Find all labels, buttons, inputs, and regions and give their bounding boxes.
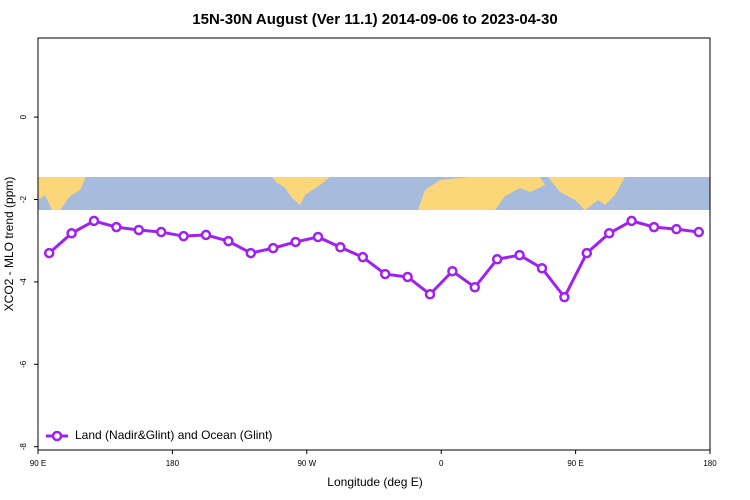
point	[671, 223, 682, 235]
point	[335, 242, 346, 253]
point	[88, 215, 100, 227]
point	[536, 263, 548, 274]
point	[626, 215, 637, 227]
x-tick-label: 90 W	[297, 459, 316, 468]
y-tick-label: -8	[19, 443, 28, 451]
series-line	[48, 219, 699, 300]
x-tick-label: 180	[166, 459, 180, 468]
point	[223, 235, 234, 247]
point	[447, 265, 458, 277]
point	[402, 271, 413, 283]
x-tick-label: 90 E	[567, 459, 583, 468]
point	[155, 226, 167, 238]
point	[379, 268, 391, 280]
point	[424, 289, 436, 300]
point	[559, 291, 570, 303]
x-tick-label: 90 E	[30, 459, 46, 468]
point	[581, 247, 593, 259]
point	[200, 229, 212, 241]
point	[357, 251, 369, 263]
x-axis-label: Longitude (deg E)	[327, 475, 422, 489]
point	[514, 249, 525, 261]
point	[469, 282, 481, 293]
point	[491, 253, 503, 265]
point	[178, 230, 189, 242]
y-tick-label: -2	[19, 195, 28, 203]
point	[693, 226, 705, 238]
chart-title: 15N-30N August (Ver 11.1) 2014-09-06 to …	[192, 11, 557, 28]
legend-marker	[51, 430, 63, 442]
legend-label: Land (Nadir&Glint) and Ocean (Glint)	[75, 428, 272, 442]
y-tick-label: -6	[19, 360, 28, 368]
point	[133, 224, 145, 236]
point	[111, 221, 122, 233]
y-tick-label: -4	[19, 278, 28, 286]
point	[603, 228, 615, 239]
point	[245, 247, 257, 259]
point	[290, 236, 301, 248]
point	[66, 228, 77, 239]
x-tick-label: 0	[439, 459, 444, 468]
map-band	[38, 177, 710, 210]
y-axis-label: XCO2 - MLO trend (ppm)	[2, 177, 16, 312]
plot-frame	[37, 37, 711, 451]
point	[648, 221, 660, 233]
x-tick-label: 180	[703, 459, 717, 468]
point	[43, 247, 55, 259]
y-tick-label: 0	[19, 114, 28, 119]
point	[267, 242, 279, 254]
point	[312, 231, 324, 243]
